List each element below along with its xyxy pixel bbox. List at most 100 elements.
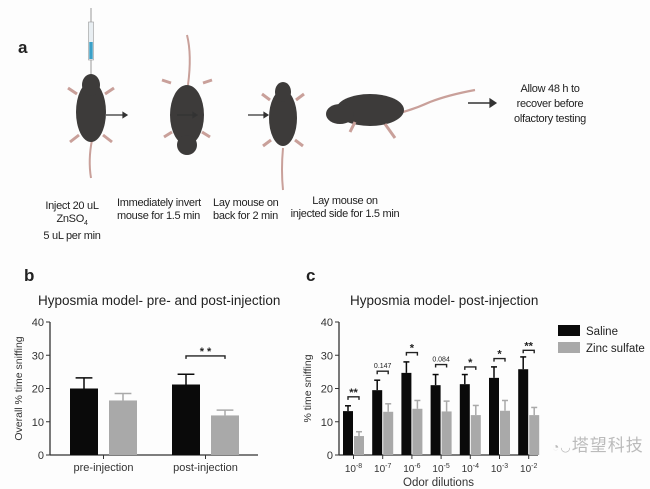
bar-saline [518, 369, 529, 455]
syringe-icon [88, 8, 94, 76]
y-tick-label: 10 [32, 417, 44, 429]
significance-bracket [434, 363, 448, 368]
bar-saline [401, 372, 412, 455]
bar-saline [489, 377, 499, 455]
x-axis-label: Odor dilutions [403, 477, 474, 489]
bar-zinc-sulfate [470, 415, 481, 455]
caption-line: Lay mouse on [213, 197, 279, 209]
caption-line: ZnSO4 [42, 213, 102, 230]
x-tick-label: 10-6 [403, 463, 420, 475]
y-tick-label: 10 [321, 417, 333, 429]
caption-text: ZnSO [56, 213, 84, 225]
mouse-icon [261, 82, 305, 191]
caption-line: injected side for 1.5 min [290, 208, 400, 220]
bar-saline [372, 390, 383, 455]
tick-exponent: -6 [414, 463, 420, 470]
significance-bracket [493, 357, 506, 362]
tick-exponent: -8 [356, 463, 362, 470]
tick-base: 10 [491, 464, 503, 475]
bar-zinc-sulfate [354, 436, 364, 455]
bar-saline [172, 384, 200, 455]
tick-base: 10 [403, 464, 415, 475]
significance-label: * * [200, 346, 212, 358]
mouse-icon [326, 88, 476, 139]
y-axis-label: % time sniffing [302, 354, 314, 422]
bar-zinc-sulfate [412, 408, 423, 455]
panel-a-label: a [18, 38, 28, 57]
caption-line: recover before [516, 98, 584, 110]
significance-bracket [405, 351, 419, 356]
y-tick-label: 0 [327, 450, 333, 462]
legend-swatch [558, 325, 580, 336]
tick-exponent: -4 [473, 463, 479, 470]
bar-zinc-sulfate [109, 400, 137, 455]
caption-line: Inject 20 uL [45, 200, 99, 212]
caption-line: mouse for 1.5 min [117, 210, 200, 222]
x-tick-label: 10-2 [520, 463, 537, 475]
y-tick-label: 20 [32, 384, 44, 396]
tick-base: 10 [462, 464, 474, 475]
significance-bracket [522, 349, 535, 354]
tick-base: 10 [374, 464, 386, 475]
bar-zinc-sulfate [211, 415, 239, 455]
significance-bracket [464, 366, 477, 370]
watermark: ◔◡塔望科技 [552, 436, 644, 457]
x-tick-label: 10-8 [345, 463, 362, 475]
watermark-text: 塔望科技 [571, 436, 644, 455]
bar-zinc-sulfate [383, 411, 394, 455]
caption-line: olfactory testing [514, 113, 586, 125]
panel-b-label: b [24, 266, 35, 285]
legend-swatch [558, 342, 580, 353]
significance-label: * [410, 343, 415, 355]
significance-bracket [185, 355, 226, 359]
x-tick-label: 10-5 [432, 463, 449, 475]
bar-saline [430, 385, 441, 455]
caption-line: Immediately invert [117, 197, 201, 209]
tick-base: 10 [345, 464, 357, 475]
tick-exponent: -2 [531, 463, 537, 470]
y-tick-label: 40 [321, 317, 333, 329]
caption-line: Allow 48 h to [520, 83, 580, 95]
panel-c-label: c [306, 266, 316, 285]
y-axis-label: Overall % time sniffing [13, 336, 25, 440]
x-tick-label: 10-7 [374, 463, 391, 475]
x-tick-label: 10-4 [462, 463, 479, 475]
bar-saline [343, 411, 353, 455]
legend-label: Zinc sulfate [586, 343, 645, 355]
bar-zinc-sulfate [529, 415, 540, 455]
significance-label: ** [524, 340, 533, 352]
caption-line: back for 2 min [213, 210, 278, 222]
wechat-icon: ◔◡ [552, 440, 572, 454]
tick-exponent: -3 [502, 463, 508, 470]
significance-label: * [497, 349, 502, 361]
significance-label: ** [349, 387, 358, 399]
x-tick-label: post-injection [173, 462, 238, 474]
chart-b: 0 10 20 30 40 Overall % time sniffing pre-inje… [13, 317, 258, 474]
step-3-caption: Lay mouse on back for 2 min [213, 197, 279, 223]
bar-saline [70, 388, 98, 455]
y-tick-label: 30 [32, 350, 44, 362]
bar-zinc-sulfate [500, 410, 510, 455]
chart-b-title: Hyposmia model- pre- and post-injection [38, 293, 281, 308]
bar-zinc-sulfate [441, 411, 452, 455]
caption-line: Lay mouse on [312, 195, 378, 207]
legend-label: Saline [586, 326, 618, 338]
significance-label: 0.147 [374, 363, 392, 370]
x-tick-label: 10-3 [491, 463, 508, 475]
x-tick-label: pre-injection [74, 462, 134, 474]
tick-exponent: -7 [385, 463, 391, 470]
significance-bracket [376, 370, 389, 375]
step-4-caption: Lay mouse on injected side for 1.5 min [285, 195, 405, 221]
mouse-icon [161, 34, 213, 155]
y-tick-label: 20 [321, 384, 333, 396]
significance-label: * [468, 357, 473, 369]
tick-exponent: -5 [444, 463, 450, 470]
tick-base: 10 [432, 464, 444, 475]
mouse-icon [67, 74, 115, 179]
panel-a-illustration [67, 8, 498, 191]
significance-bracket [347, 396, 360, 400]
step-5-caption: Allow 48 h to recover before olfactory t… [500, 82, 600, 127]
significance-label: 0.084 [432, 357, 450, 364]
